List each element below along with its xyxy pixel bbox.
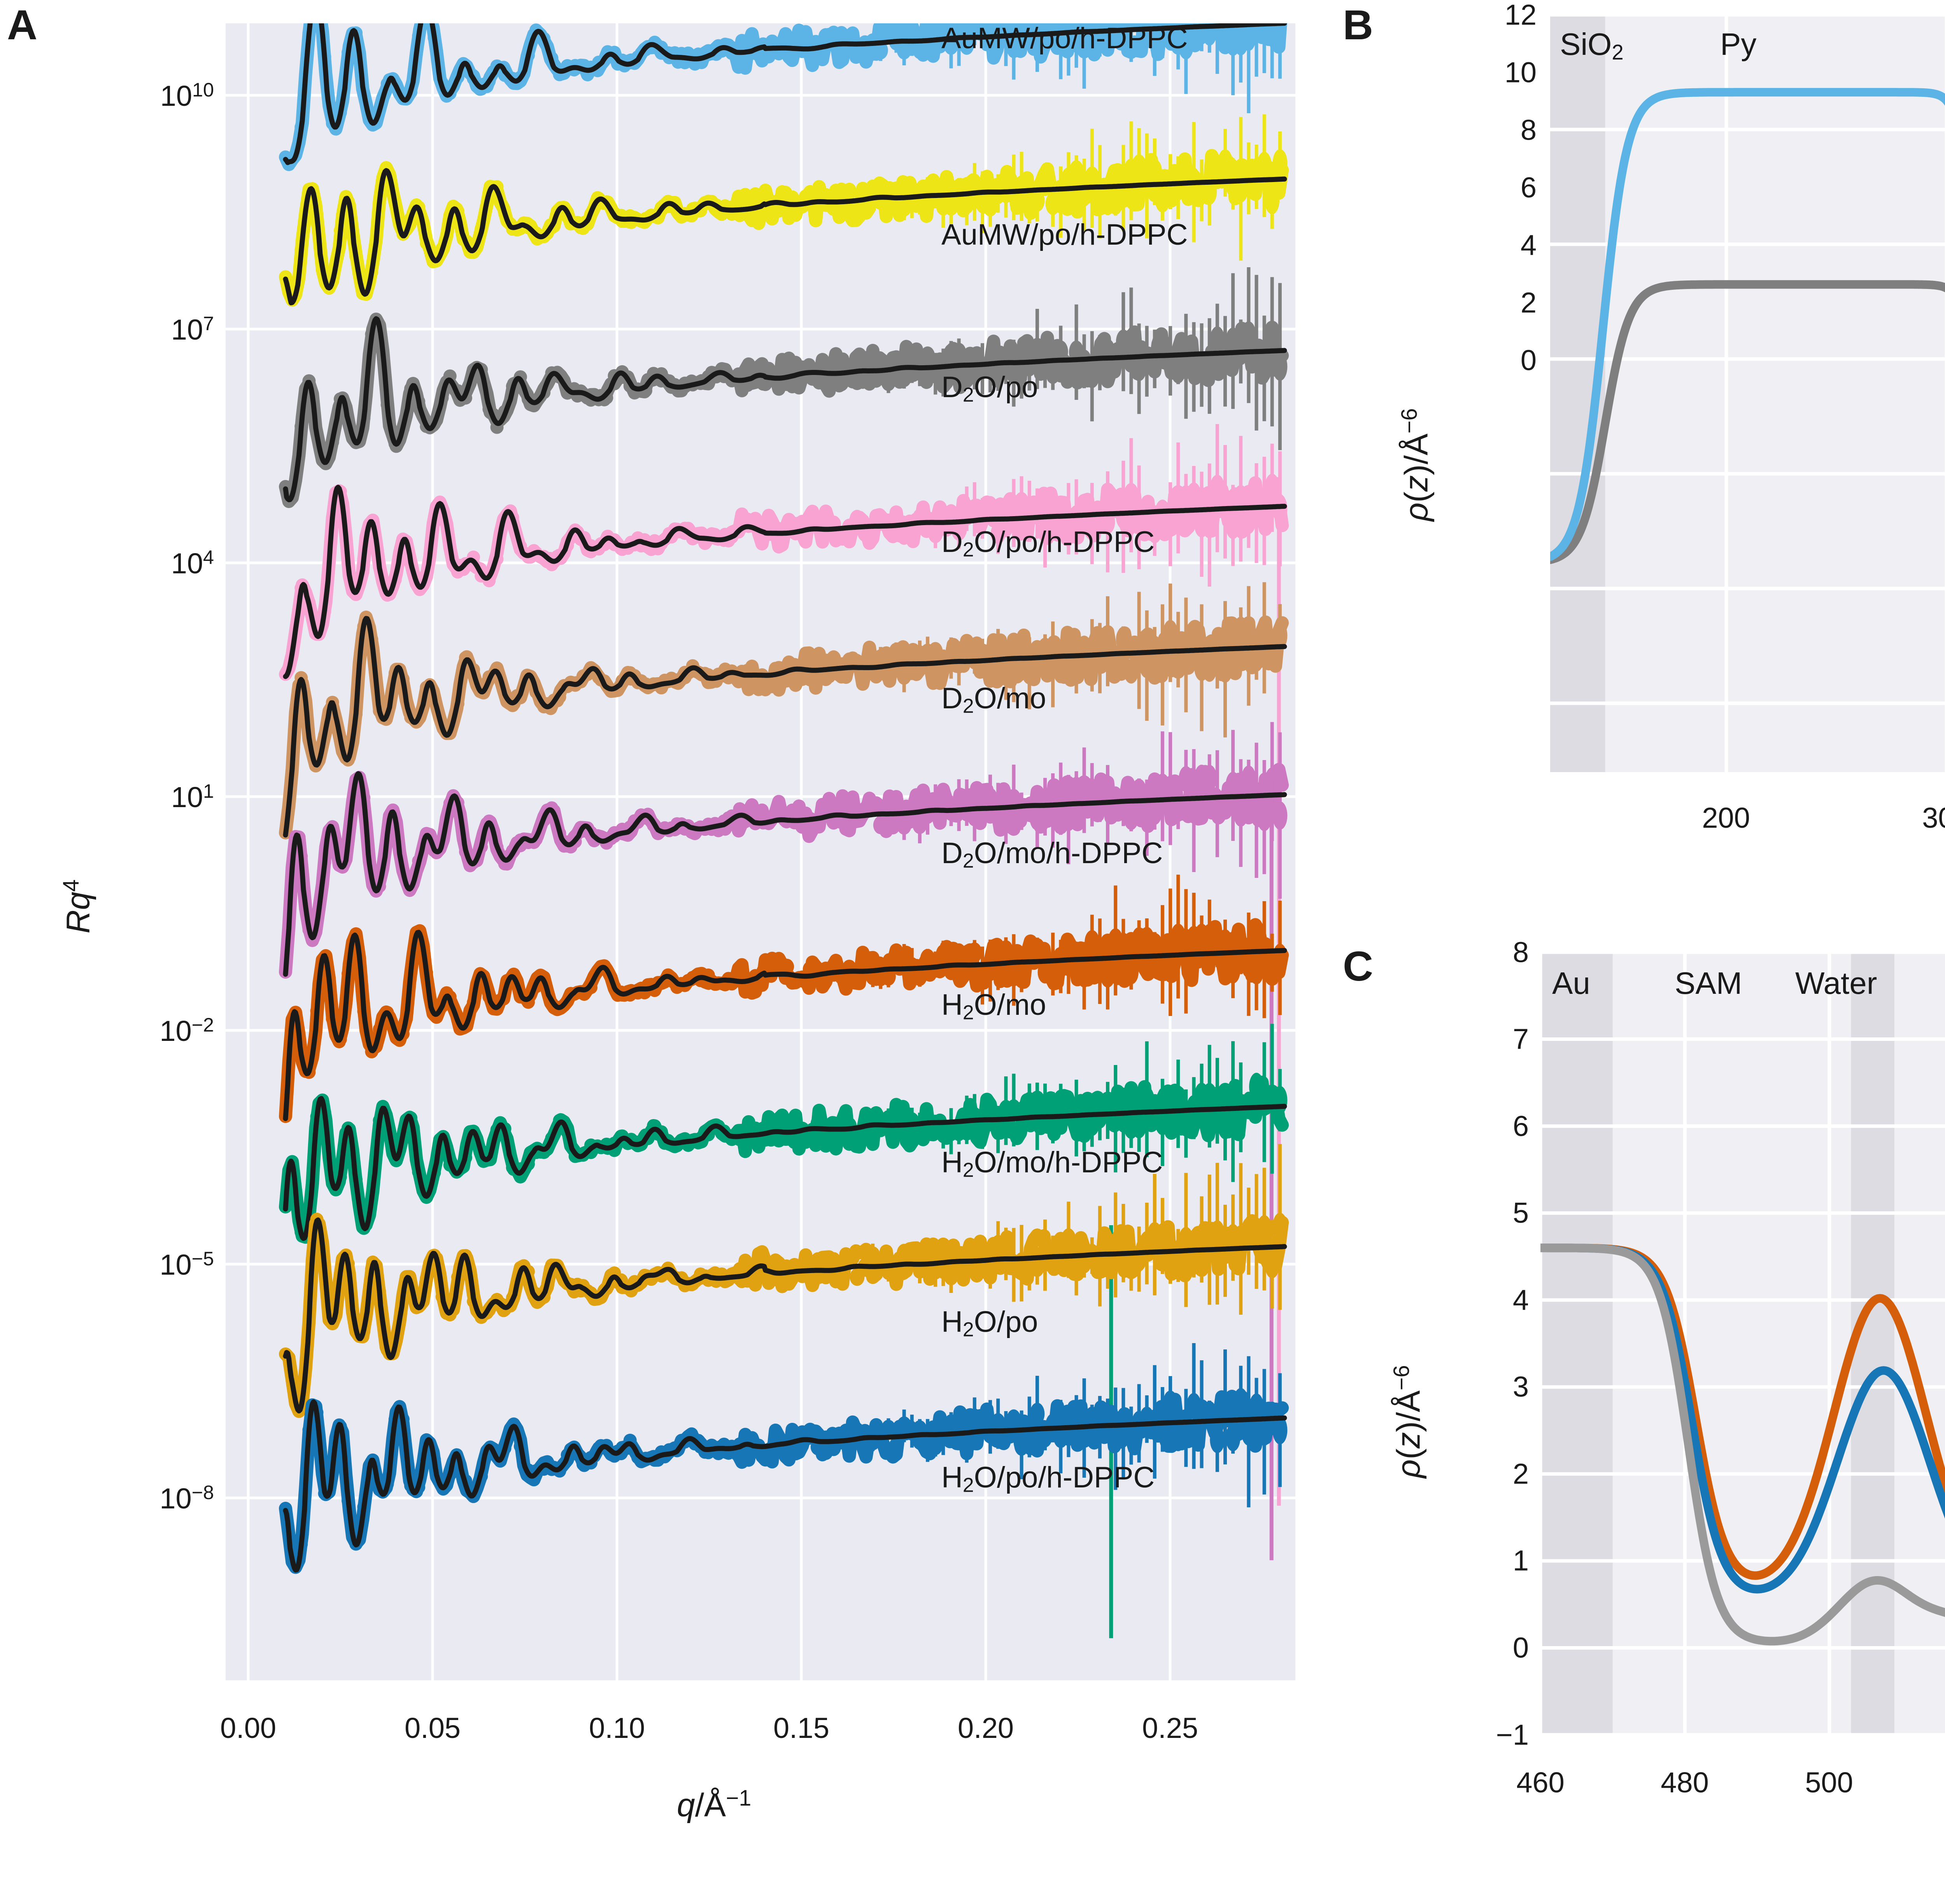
panel-b-band-label-py: Py <box>1720 27 1757 61</box>
panel-a-axes <box>226 23 1295 1680</box>
panel-letter-b: B <box>1343 1 1373 48</box>
panel-b-band-label-sio2: SiO2 <box>1560 27 1624 64</box>
panel-b-ytick: 4 <box>1520 229 1537 261</box>
panel-c-ytick: 1 <box>1512 1544 1529 1577</box>
panel-c-ytick: 4 <box>1512 1284 1529 1316</box>
panel-b-yaxis-title: ρ(z)/Å−6 <box>1397 408 1435 521</box>
panel-b-ytick: 8 <box>1520 114 1537 146</box>
panel-a-ytick: 1010 <box>160 78 214 112</box>
panel-a-series-label: AuMW/po/h-DPPC <box>941 22 1188 55</box>
panel-c-xtick: 460 <box>1516 1766 1565 1799</box>
panel-b-ytick: 2 <box>1520 286 1537 319</box>
panel-a-xtick: 0.20 <box>957 1712 1014 1744</box>
panel-a-xtick: 0.05 <box>404 1712 461 1744</box>
panel-c-ytick: 3 <box>1512 1370 1529 1403</box>
panel-letter-a: A <box>7 1 37 48</box>
panel-a-yaxis-title: Rq4 <box>59 879 96 934</box>
panel-c: 8 7 6 5 4 3 2 1 0 −1 460 480 500 520 540… <box>1323 934 1945 1904</box>
panel-c-xtick: 480 <box>1661 1766 1709 1799</box>
panel-b-ytick: 10 <box>1504 56 1537 89</box>
panel-c-ytick: 7 <box>1512 1023 1529 1055</box>
panel-a-xtick: 0.25 <box>1142 1712 1199 1744</box>
panel-a-series-label: AuMW/po/h-DPPC <box>941 218 1188 251</box>
panel-b-xtick: 300 <box>1922 802 1945 834</box>
panel-a-series-label: H2O/po <box>941 1305 1038 1341</box>
panel-b-ytick: 0 <box>1520 344 1537 377</box>
panel-a-series-label: H2O/mo <box>941 988 1046 1024</box>
panel-c-ytick: 5 <box>1512 1196 1529 1229</box>
panel-b-xtick: 200 <box>1702 802 1750 834</box>
panel-c-ytick: −1 <box>1496 1718 1529 1751</box>
panel-a-series-label: D2O/mo/h-DPPC <box>941 837 1163 872</box>
panel-c-xtick: 500 <box>1805 1766 1853 1799</box>
panel-a-series-label: D2O/po/h-DPPC <box>941 525 1155 561</box>
panel-a-series-label: H2O/mo/h-DPPC <box>941 1146 1163 1181</box>
panel-c-yaxis-title: ρ(z)/Å−6 <box>1389 1365 1427 1478</box>
panel-a-xaxis-title: q/Å−1 <box>677 1786 752 1823</box>
panel-a-ytick: 107 <box>171 312 214 346</box>
panel-a-ytick: 10−5 <box>159 1247 214 1281</box>
panel-a-xtick: 0.10 <box>589 1712 645 1744</box>
panel-a-ytick: 10−8 <box>159 1481 214 1515</box>
panel-c-axes <box>1540 952 1945 1735</box>
panel-c-band-label-water1: Water <box>1795 966 1877 1000</box>
panel-a-series-label: D2O/po <box>941 371 1038 406</box>
panel-a-xtick: 0.00 <box>220 1712 277 1744</box>
panel-a-ytick: 10−2 <box>159 1013 214 1047</box>
panel-a-xtick: 0.15 <box>773 1712 830 1744</box>
panel-c-ytick: 2 <box>1512 1457 1529 1490</box>
panel-a-series-label: D2O/mo <box>941 682 1046 717</box>
panel-a-ytick: 101 <box>171 779 214 814</box>
panel-b-canvas <box>1550 15 1945 772</box>
panel-a-ytick: 104 <box>171 546 214 580</box>
panel-b-axes <box>1550 15 1945 772</box>
panel-c-band-label-sam: SAM <box>1675 966 1742 1000</box>
panel-b-ytick: 6 <box>1520 171 1537 204</box>
panel-a-series-label: H2O/po/h-DPPC <box>941 1461 1155 1496</box>
panel-a-canvas <box>226 23 1295 1680</box>
panel-c-band-label-au: Au <box>1552 966 1590 1000</box>
panel-c-ytick: 8 <box>1512 936 1529 969</box>
panel-a: 1010 107 104 101 10−2 10−5 10−8 0.00 0.0… <box>59 23 1295 1823</box>
panel-c-ytick: 0 <box>1512 1631 1529 1664</box>
panel-c-ytick: 6 <box>1512 1110 1529 1142</box>
panel-c-canvas <box>1540 952 1945 1735</box>
panel-b-ytick: 12 <box>1504 0 1537 31</box>
panel-letter-c: C <box>1343 942 1373 990</box>
panel-b: 12 10 8 6 4 2 0 200 300 400 500 600 z/Å … <box>1323 0 1945 934</box>
